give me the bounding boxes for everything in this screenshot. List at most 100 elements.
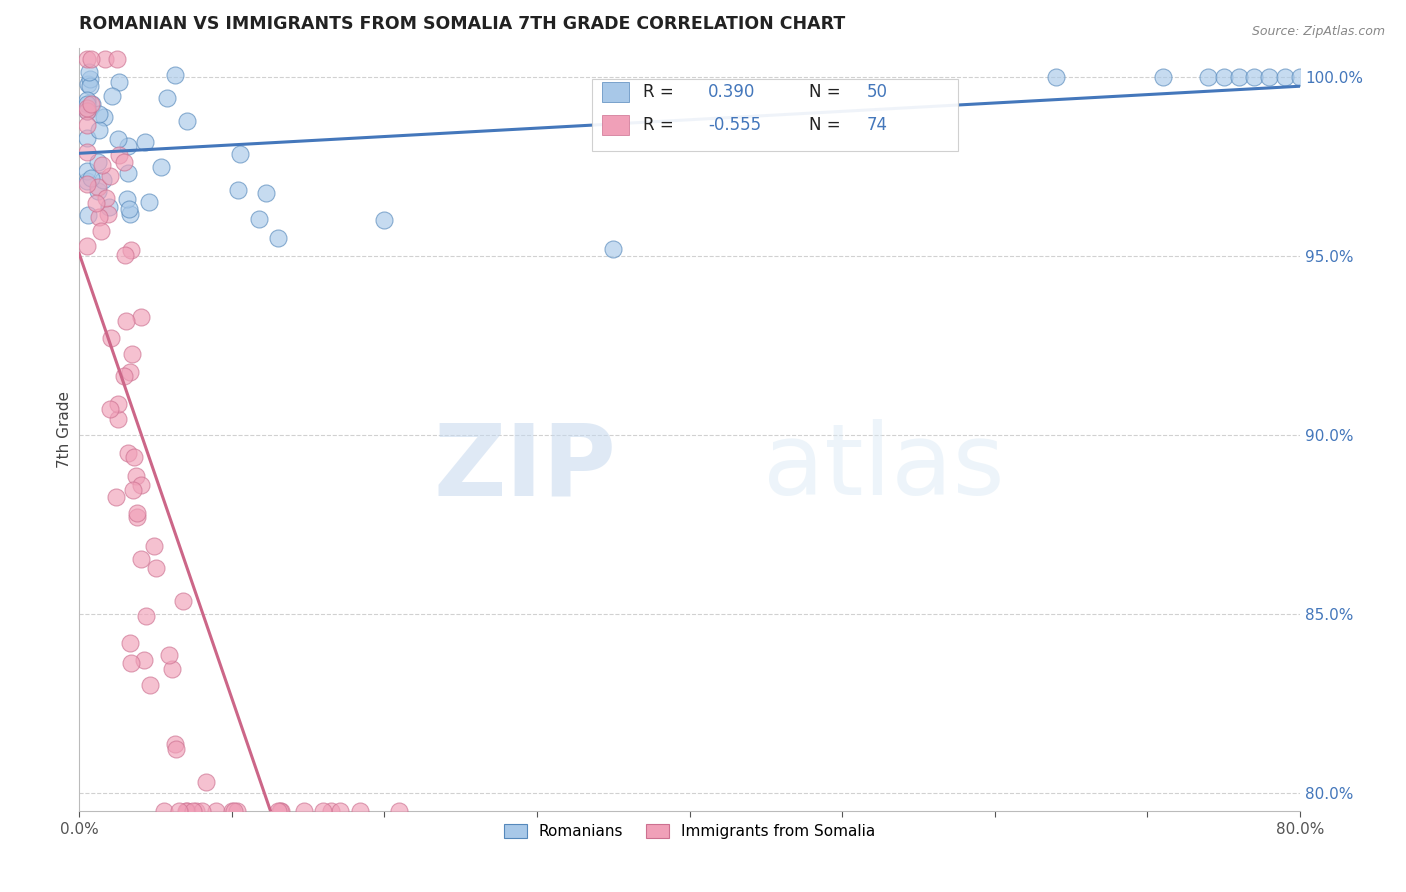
Point (204, 804, 226, 818)
Point (134, 135, 156, 149)
Point (122, 450, 145, 465)
Point (267, 804, 290, 818)
Point (118, 206, 141, 220)
Point (98, 169, 121, 184)
Point (98, 402, 121, 417)
Text: Source: ZipAtlas.com: Source: ZipAtlas.com (1251, 25, 1385, 38)
Point (117, 166, 139, 180)
Point (118, 365, 141, 379)
Point (1197, 70, 1219, 84)
Point (163, 68, 186, 82)
Point (138, 194, 160, 209)
Point (107, 412, 129, 426)
Point (79, 72, 101, 87)
Point (132, 653, 155, 667)
Point (86, 154, 108, 169)
Text: -0.555: -0.555 (707, 116, 761, 135)
Point (226, 184, 249, 198)
Point (222, 804, 245, 818)
Text: 0.390: 0.390 (707, 83, 755, 101)
Point (105, 52, 128, 66)
Point (229, 147, 252, 161)
Point (93, 172, 115, 186)
Point (76, 52, 98, 66)
Point (157, 648, 180, 663)
Point (94, 52, 117, 66)
Point (176, 113, 198, 128)
Point (269, 804, 291, 818)
Point (1045, 70, 1067, 84)
Legend: Romanians, Immigrants from Somalia: Romanians, Immigrants from Somalia (498, 818, 882, 846)
Text: ZIP: ZIP (433, 419, 616, 516)
Point (270, 804, 292, 818)
Point (226, 804, 249, 818)
Point (76, 145, 98, 160)
Point (165, 741, 187, 756)
Text: N =: N = (810, 116, 841, 135)
Point (107, 397, 129, 411)
Point (373, 213, 395, 227)
Point (129, 477, 152, 491)
FancyBboxPatch shape (592, 79, 957, 152)
Point (89, 210, 111, 224)
Point (602, 242, 624, 256)
Point (80, 96, 103, 111)
Point (254, 186, 277, 200)
Text: 74: 74 (866, 116, 887, 135)
Point (1227, 70, 1250, 84)
Point (80, 96, 103, 111)
Point (114, 314, 136, 328)
Point (117, 139, 139, 153)
Point (143, 539, 166, 553)
Point (87, 123, 110, 137)
Text: 50: 50 (866, 83, 887, 101)
Point (79, 78, 101, 93)
Point (349, 804, 371, 818)
Point (181, 804, 204, 818)
Text: ROMANIAN VS IMMIGRANTS FROM SOMALIA 7TH GRADE CORRELATION CHART: ROMANIAN VS IMMIGRANTS FROM SOMALIA 7TH … (79, 15, 845, 33)
Point (76, 239, 98, 253)
Point (115, 192, 138, 206)
Point (139, 678, 162, 692)
Point (195, 775, 218, 789)
Text: R =: R = (643, 116, 673, 135)
Point (1212, 70, 1234, 84)
Point (96, 191, 118, 205)
Point (191, 804, 214, 818)
Point (121, 483, 143, 497)
Point (311, 804, 333, 818)
Point (131, 310, 153, 324)
Text: N =: N = (810, 83, 841, 101)
Point (104, 490, 127, 504)
Point (76, 118, 98, 132)
Point (97, 207, 120, 221)
Point (174, 804, 197, 818)
Point (163, 737, 186, 751)
Point (87, 180, 110, 194)
Point (76, 93, 98, 107)
Point (247, 212, 270, 227)
Point (112, 369, 135, 384)
Point (76, 177, 98, 191)
Point (160, 662, 183, 676)
Point (135, 609, 157, 624)
Point (93, 111, 115, 125)
Point (1289, 70, 1312, 84)
Point (108, 148, 131, 162)
Point (184, 804, 207, 818)
Point (127, 507, 149, 521)
Point (80, 52, 103, 66)
Point (98, 200, 121, 214)
Point (100, 331, 122, 345)
Point (118, 636, 141, 650)
Point (76, 101, 98, 115)
Point (107, 132, 129, 146)
Point (76, 164, 98, 178)
Point (319, 804, 342, 818)
Point (108, 75, 131, 89)
Point (152, 804, 174, 818)
Point (76, 131, 98, 145)
Point (76, 97, 98, 112)
Point (114, 248, 136, 262)
Point (388, 804, 411, 818)
